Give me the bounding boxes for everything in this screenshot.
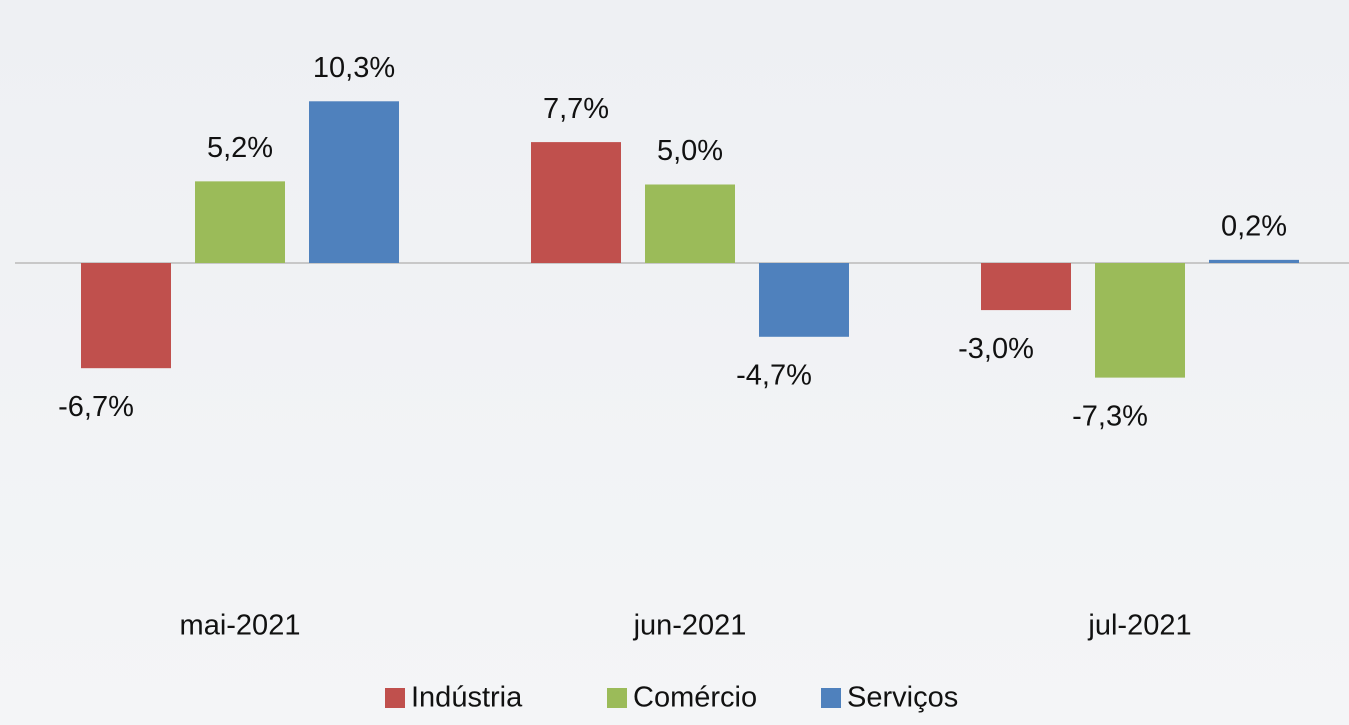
data-label: -3,0% [958, 333, 1034, 365]
bar [645, 184, 735, 263]
bar [1095, 263, 1185, 378]
legend-swatch [821, 688, 841, 708]
data-label: 10,3% [313, 52, 395, 84]
x-tick-label: jul-2021 [1087, 610, 1191, 642]
data-label: 0,2% [1221, 211, 1287, 243]
data-label: 5,2% [207, 132, 273, 164]
data-label: -7,3% [1072, 400, 1148, 432]
x-tick-label: jun-2021 [633, 610, 747, 642]
bar [759, 263, 849, 337]
data-label: 7,7% [543, 93, 609, 125]
data-label: -6,7% [58, 391, 134, 423]
data-label: -4,7% [736, 359, 812, 391]
bar [195, 181, 285, 263]
bar [309, 101, 399, 263]
bar [531, 142, 621, 263]
legend-swatch [607, 688, 627, 708]
legend-label: Serviços [847, 682, 958, 714]
x-tick-label: mai-2021 [180, 610, 301, 642]
legend-label: Comércio [633, 682, 757, 714]
bar [81, 263, 171, 369]
legend-swatch [385, 688, 405, 708]
bar [981, 263, 1071, 311]
data-label: 5,0% [657, 135, 723, 167]
legend-label: Indústria [411, 682, 523, 714]
bar [1209, 259, 1299, 263]
